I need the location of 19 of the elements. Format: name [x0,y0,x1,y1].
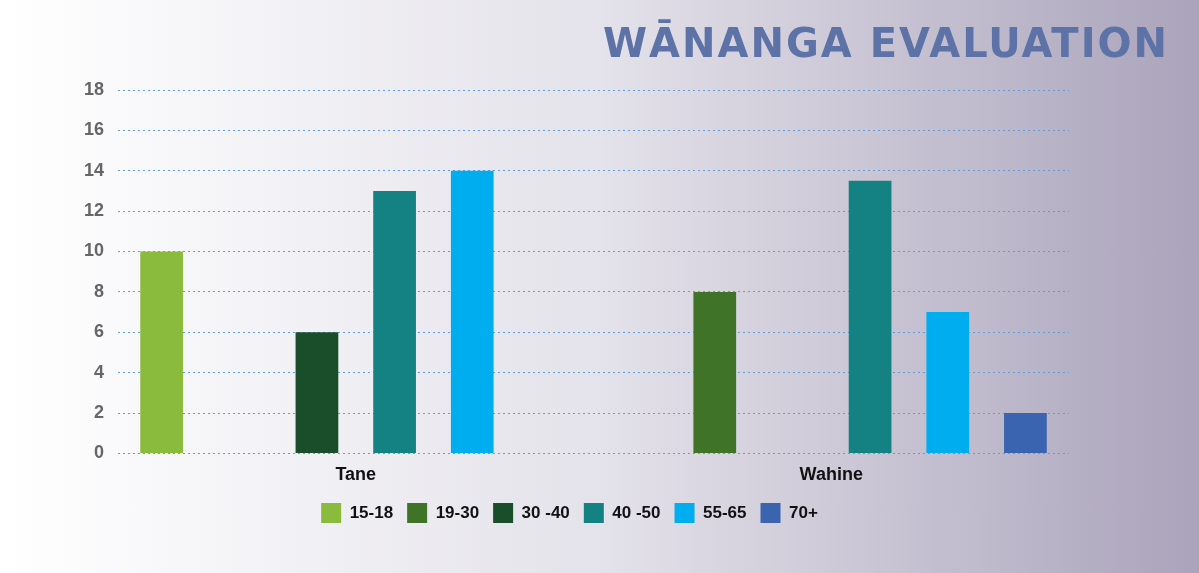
y-tick-label: 18 [83,78,105,99]
y-tick-label: 2 [94,401,105,422]
y-tick-label: 12 [83,200,105,221]
y-tick-label: 4 [94,361,105,382]
legend-label: 15-18 [349,502,394,522]
y-tick-label: 0 [94,442,105,463]
y-tick-label: 8 [94,280,105,301]
legend-label: 19-30 [435,502,480,522]
legend-label: 40 -50 [612,502,661,522]
legend-label: 70+ [789,502,818,522]
x-tick-label: Tane [335,464,377,485]
legend-label: 30 -40 [521,502,570,522]
y-tick-label: 14 [83,159,105,180]
y-tick-label: 10 [83,240,105,261]
y-tick-label: 6 [94,321,105,342]
x-tick-label: Wahine [799,464,863,485]
legend-label: 55-65 [703,502,747,522]
y-tick-label: 16 [83,119,105,140]
chart-title: WĀNANGA EVALUATION [602,20,1169,66]
